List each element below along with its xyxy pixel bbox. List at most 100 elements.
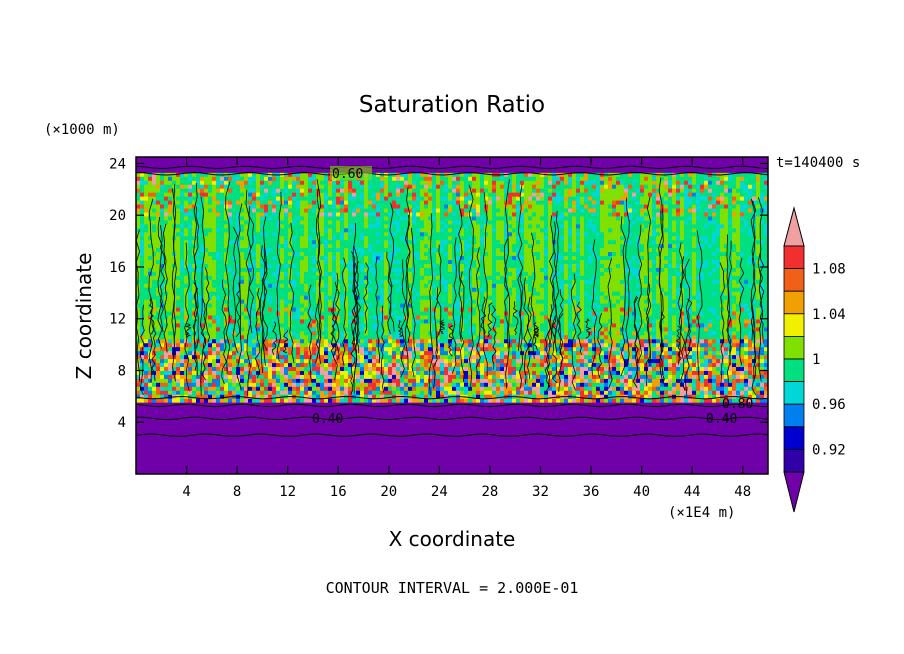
field-cell <box>680 192 685 198</box>
field-cell <box>264 228 269 233</box>
field-cell <box>740 248 745 253</box>
field-cell <box>260 157 265 162</box>
field-cell <box>232 252 237 257</box>
field-cell <box>388 271 393 277</box>
field-cell <box>340 260 345 265</box>
field-cell <box>272 208 277 214</box>
field-cell <box>388 244 393 249</box>
field-cell <box>188 176 193 182</box>
field-cell <box>652 252 657 257</box>
field-cell <box>672 228 677 233</box>
field-cell <box>268 252 273 257</box>
field-cell <box>484 216 489 221</box>
field-cell <box>368 248 373 253</box>
field-cell <box>456 244 461 249</box>
field-cell <box>212 168 217 174</box>
field-cell <box>584 232 589 237</box>
field-cell <box>252 236 257 241</box>
field-cell <box>600 256 605 261</box>
field-cell <box>584 160 589 166</box>
field-cell <box>696 240 701 245</box>
field-cell <box>508 184 513 190</box>
field-cell <box>208 172 213 178</box>
field-cell <box>564 275 569 281</box>
field-cell <box>488 184 493 190</box>
field-cell <box>408 263 413 269</box>
field-cell <box>400 168 405 174</box>
field-cell <box>632 220 637 225</box>
field-cell <box>272 180 277 186</box>
field-cell <box>760 236 765 241</box>
field-cell <box>528 248 533 253</box>
field-cell <box>276 263 281 269</box>
field-cell <box>236 208 241 214</box>
field-cell <box>212 279 217 285</box>
field-cell <box>708 224 713 229</box>
field-cell <box>748 172 753 178</box>
field-cell <box>360 208 365 214</box>
field-cell <box>464 192 469 198</box>
field-cell <box>240 240 245 245</box>
field-cell <box>376 212 381 218</box>
field-cell <box>396 180 401 186</box>
field-cell <box>652 208 657 214</box>
field-cell <box>556 216 561 221</box>
field-cell <box>360 188 365 194</box>
field-cell <box>444 232 449 237</box>
field-cell <box>392 267 397 273</box>
field-cell <box>148 180 153 186</box>
field-cell <box>300 248 305 253</box>
field-cell <box>316 168 321 174</box>
field-cell <box>368 200 373 206</box>
field-cell <box>472 263 477 269</box>
field-cell <box>328 160 333 166</box>
field-cell <box>468 212 473 218</box>
field-cell <box>676 184 681 190</box>
field-cell <box>244 228 249 233</box>
field-cell <box>436 275 441 281</box>
field-cell <box>744 168 749 174</box>
field-cell <box>380 228 385 233</box>
field-cell <box>608 220 613 225</box>
field-cell <box>324 252 329 257</box>
field-cell <box>368 160 373 166</box>
field-cell <box>320 240 325 245</box>
field-cell <box>232 192 237 198</box>
field-cell <box>736 275 741 281</box>
field-cell <box>240 188 245 194</box>
field-cell <box>524 168 529 174</box>
field-cell <box>336 216 341 221</box>
field-cell <box>408 228 413 233</box>
field-cell <box>164 260 169 265</box>
field-cell <box>240 263 245 269</box>
field-cell <box>196 176 201 182</box>
field-cell <box>204 157 209 162</box>
field-cell <box>232 263 237 269</box>
field-cell <box>732 267 737 273</box>
field-cell <box>504 176 509 182</box>
field-cell <box>500 236 505 241</box>
field-cell <box>496 196 501 202</box>
field-cell <box>172 267 177 273</box>
field-cell <box>584 260 589 265</box>
field-cell <box>448 216 453 221</box>
field-cell <box>680 232 685 237</box>
field-cell <box>708 256 713 261</box>
field-cell <box>240 157 245 162</box>
field-cell <box>740 188 745 194</box>
field-cell <box>540 224 545 229</box>
field-cell <box>500 196 505 202</box>
field-cell <box>224 204 229 210</box>
field-cell <box>480 168 485 174</box>
field-cell <box>392 248 397 253</box>
field-cell <box>672 256 677 261</box>
field-cell <box>352 192 357 198</box>
field-cell <box>608 200 613 206</box>
field-cell <box>340 180 345 186</box>
field-cell <box>236 180 241 186</box>
field-cell <box>228 252 233 257</box>
field-cell <box>576 216 581 221</box>
field-cell <box>704 263 709 269</box>
field-cell <box>580 271 585 277</box>
field-cell <box>416 267 421 273</box>
